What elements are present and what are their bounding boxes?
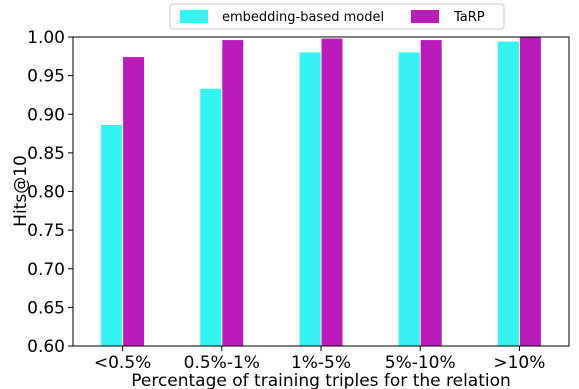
bar-embedding-0 — [101, 125, 123, 346]
bar-tarp-3 — [420, 40, 442, 347]
x-tick-label: >10% — [493, 353, 545, 373]
bar-embedding-4 — [497, 41, 519, 346]
y-tick-label: 0.80 — [27, 183, 65, 203]
legend: embedding-based model TaRP — [169, 3, 505, 30]
y-tick-label: 0.95 — [27, 67, 65, 87]
bar-embedding-3 — [398, 52, 420, 346]
y-axis-label: Hits@10 — [11, 155, 31, 227]
x-tick-label: 1%-5% — [291, 353, 351, 373]
bar-embedding-2 — [299, 52, 321, 346]
bars-group — [101, 37, 541, 347]
x-axis-label: Percentage of training triples for the r… — [131, 371, 511, 389]
bar-tarp-2 — [321, 38, 343, 347]
x-tick-label: <0.5% — [94, 353, 151, 373]
x-tick-label: 5%-10% — [385, 353, 456, 373]
legend-swatch-embedding — [180, 10, 208, 23]
x-axis-ticks: <0.5% 0.5%-1% 1%-5% 5%-10% >10% — [94, 346, 545, 373]
y-tick-label: 0.65 — [27, 298, 65, 318]
bar-embedding-1 — [200, 88, 222, 346]
y-tick-label: 1.00 — [27, 28, 65, 48]
legend-label-embedding: embedding-based model — [222, 10, 384, 25]
legend-swatch-tarp — [411, 10, 439, 23]
bar-tarp-4 — [519, 37, 541, 346]
bar-tarp-1 — [222, 40, 244, 347]
y-tick-label: 0.70 — [27, 260, 65, 280]
x-tick-label: 0.5%-1% — [184, 353, 260, 373]
legend-label-tarp: TaRP — [453, 10, 485, 25]
y-tick-label: 0.75 — [27, 221, 65, 241]
y-tick-label: 0.85 — [27, 144, 65, 164]
bar-tarp-0 — [123, 57, 145, 347]
y-tick-label: 0.90 — [27, 105, 65, 125]
y-axis-ticks: 0.60 0.65 0.70 0.75 0.80 0.85 0.90 0.95 1.00 — [27, 28, 73, 357]
plot-frame — [72, 36, 570, 347]
y-tick-label: 0.60 — [27, 337, 65, 357]
